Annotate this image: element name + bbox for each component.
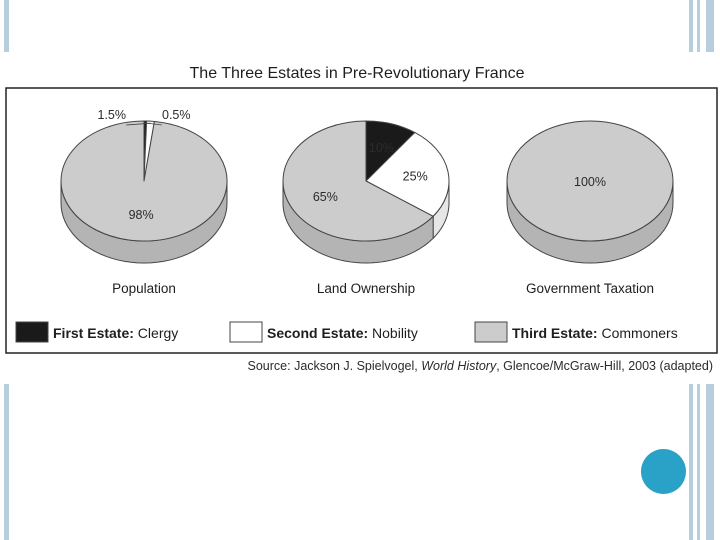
- legend-item-second: Second Estate: Nobility: [229, 321, 418, 343]
- chart-title: The Three Estates in Pre-Revolutionary F…: [190, 65, 525, 82]
- legend-swatch-first: [15, 321, 49, 343]
- pie-1-slice-label-first: 10%: [369, 141, 394, 155]
- pie-0-leader-second: [125, 122, 151, 126]
- frame-bar-left-top: [4, 0, 9, 52]
- legend-item-first: First Estate: Clergy: [15, 321, 178, 343]
- pie-1-slice-label-second: 25%: [403, 169, 428, 183]
- source-note: Source: Jackson J. Spielvogel, World His…: [248, 359, 713, 373]
- pie-0: 0.5% 1.5% 98% Population: [60, 108, 228, 296]
- pie-2-name: Government Taxation: [526, 281, 654, 296]
- pie-1-slice-third: [282, 120, 434, 242]
- pie-0-slice-third: [60, 120, 228, 242]
- pie-2: 100% Government Taxation: [506, 120, 674, 296]
- pie-0-slice-label-third: 98%: [129, 208, 154, 222]
- legend-swatch-second: [229, 321, 263, 343]
- pie-1-slice-second: [365, 131, 450, 217]
- pie-1-name: Land Ownership: [317, 281, 415, 296]
- pie-0-name: Population: [112, 281, 176, 296]
- pies-layer: 0.5% 1.5% 98% Population 10% 25% 65% Land Owner…: [60, 108, 674, 296]
- source-title: World History: [421, 359, 497, 373]
- pie-0-slice-label-second: 1.5%: [98, 108, 127, 122]
- pie-2-slice-third: [506, 120, 674, 242]
- pie-1: 10% 25% 65% Land Ownership: [282, 120, 450, 296]
- frame-bar-right-top-3: [706, 0, 714, 52]
- frame-bar-right-bottom-3: [706, 384, 714, 540]
- frame-bar-left-bottom: [4, 384, 9, 540]
- legend-label-second: Second Estate: Nobility: [267, 325, 418, 341]
- slide-bullet-circle: [641, 449, 686, 494]
- pie-2-slice-label-third: 100%: [574, 175, 606, 189]
- legend-item-third: Third Estate: Commoners: [474, 321, 678, 343]
- pie-0-slice-label-first: 0.5%: [162, 108, 191, 122]
- source-prefix: Source: Jackson J. Spielvogel,: [248, 359, 422, 373]
- legend-label-first: First Estate: Clergy: [53, 325, 178, 341]
- frame-bar-right-bottom-2: [697, 384, 700, 540]
- frame-bar-right-bottom-1: [689, 384, 693, 540]
- legend-label-third: Third Estate: Commoners: [512, 325, 678, 341]
- legend-swatch-third: [474, 321, 508, 343]
- legend: First Estate: Clergy Second Estate: Nobil…: [15, 321, 678, 343]
- frame-bar-right-top-2: [697, 0, 700, 52]
- frame-bar-right-top-1: [689, 0, 693, 52]
- source-suffix: , Glencoe/McGraw-Hill, 2003 (adapted): [496, 359, 713, 373]
- pie-1-slice-label-third: 65%: [313, 190, 338, 204]
- chart-frame: [5, 87, 718, 354]
